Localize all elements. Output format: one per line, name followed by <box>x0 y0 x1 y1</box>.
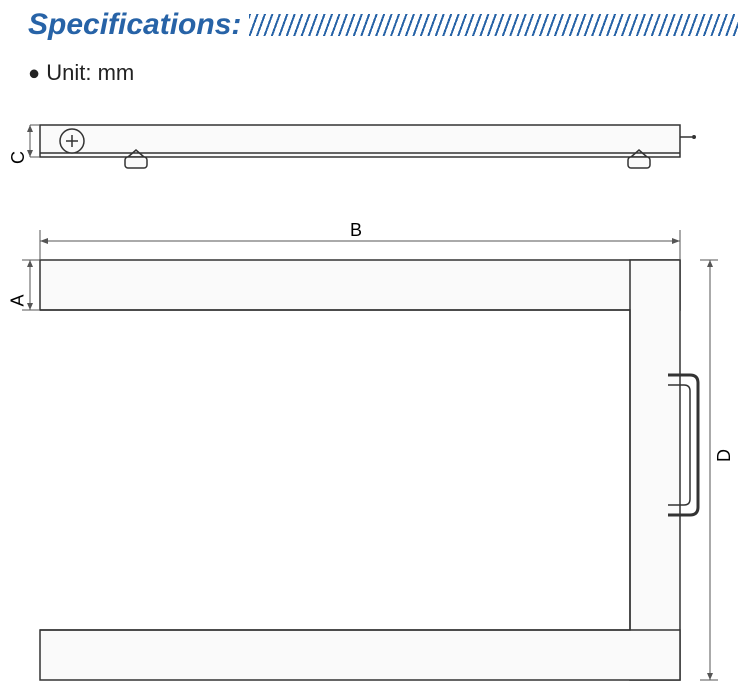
title-slashes <box>249 14 738 36</box>
dim-a-arrow1 <box>27 260 33 267</box>
unit-prefix: Unit: <box>46 60 97 85</box>
dim-d-arrow2 <box>707 673 713 680</box>
unit-value: mm <box>98 60 135 85</box>
dim-b-arrow2 <box>672 238 680 244</box>
label-d: D <box>714 449 735 462</box>
u-top-bar <box>40 260 680 310</box>
unit-row: ● Unit: mm <box>0 60 750 86</box>
side-bar <box>40 125 680 157</box>
u-right-bar <box>630 260 680 680</box>
foot-2 <box>628 157 650 168</box>
label-a: A <box>8 294 29 306</box>
pin-tip <box>692 135 696 139</box>
bullet-icon: ● <box>28 63 40 85</box>
dim-c-arrow1 <box>27 125 33 132</box>
title-row: Specifications: <box>0 0 750 42</box>
u-bottom-bar <box>40 630 680 680</box>
technical-diagram: C B A D <box>0 115 750 692</box>
foot-1 <box>125 157 147 168</box>
label-b: B <box>350 220 362 241</box>
label-c: C <box>8 151 29 164</box>
dim-b-arrow1 <box>40 238 48 244</box>
u-inner-outline <box>40 310 630 630</box>
join-cover-1 <box>631 262 679 309</box>
dim-d-arrow1 <box>707 260 713 267</box>
diagram-svg <box>0 115 750 692</box>
page-title: Specifications: <box>28 8 241 42</box>
join-cover-2 <box>631 632 679 679</box>
